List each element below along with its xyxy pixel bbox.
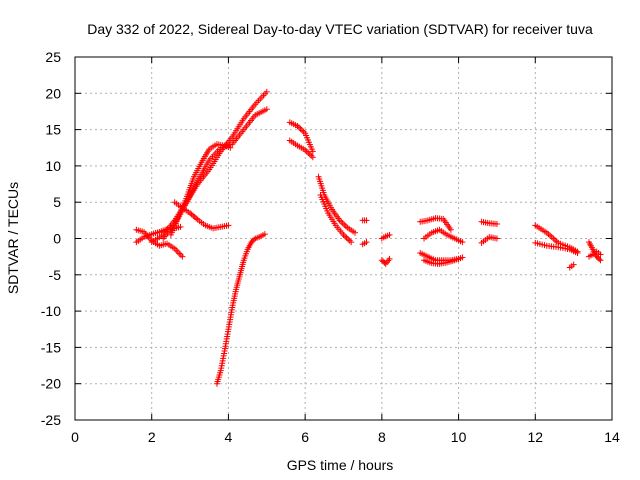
x-tick-label: 4	[225, 429, 233, 445]
data-point	[493, 220, 500, 227]
data-point	[305, 149, 312, 156]
data-point	[190, 212, 197, 219]
y-tick-label: 0	[53, 231, 61, 247]
data-point	[299, 127, 306, 134]
y-tick-label: 25	[45, 49, 61, 65]
data-point	[597, 257, 604, 264]
data-point	[574, 250, 581, 257]
data-point	[570, 261, 577, 268]
y-tick-label: 20	[45, 85, 61, 101]
y-tick-label: -15	[41, 339, 61, 355]
data-point	[493, 235, 500, 242]
data-point	[343, 234, 350, 241]
data-point	[173, 247, 180, 254]
data-point	[227, 144, 234, 151]
x-tick-label: 0	[71, 429, 79, 445]
x-tick-label: 2	[148, 429, 156, 445]
data-point	[306, 151, 313, 158]
data-point	[338, 218, 345, 225]
data-point	[342, 233, 349, 240]
data-point	[177, 223, 184, 230]
data-point	[459, 254, 466, 261]
data-point	[342, 223, 349, 230]
data-point	[251, 236, 257, 243]
data-point	[447, 226, 454, 233]
data-point	[345, 236, 352, 243]
data-point	[597, 251, 604, 258]
x-tick-label: 12	[527, 429, 543, 445]
data-point	[363, 217, 370, 224]
data-point	[341, 221, 348, 228]
data-point	[309, 154, 316, 161]
chart-title: Day 332 of 2022, Sidereal Day-to-day VTE…	[87, 21, 593, 37]
y-tick-label: -20	[41, 376, 61, 392]
data-point	[386, 231, 393, 238]
data-point	[179, 253, 186, 260]
data-point	[352, 229, 359, 236]
x-tick-label: 6	[301, 429, 309, 445]
y-axis-label: SDTVAR / TECUs	[5, 182, 21, 294]
y-tick-label: -10	[41, 303, 61, 319]
data-point	[363, 239, 370, 246]
data-point	[263, 88, 270, 95]
data-point	[191, 214, 198, 221]
x-axis-label: GPS time / hours	[287, 457, 394, 473]
data-point	[225, 222, 232, 229]
y-tick-label: 5	[53, 194, 61, 210]
x-tick-label: 10	[451, 429, 467, 445]
data-points	[133, 88, 604, 387]
axis-ticks: 0 2 4 6 8 10 12 14 -25 -20 -15 -10 -5 0 5 10 15 20 25	[41, 49, 620, 445]
data-point	[308, 152, 315, 159]
data-point	[339, 220, 346, 227]
x-tick-label: 8	[378, 429, 386, 445]
data-point	[176, 250, 183, 257]
data-point	[263, 106, 270, 113]
y-tick-label: 10	[45, 158, 61, 174]
y-tick-label: 15	[45, 122, 61, 138]
data-point	[193, 215, 200, 222]
data-point	[177, 252, 184, 259]
data-point	[297, 125, 304, 132]
data-point	[261, 231, 268, 238]
data-point	[459, 239, 466, 246]
data-point	[386, 255, 393, 262]
data-point	[309, 148, 316, 155]
data-point	[596, 256, 603, 263]
y-tick-label: -5	[49, 267, 62, 283]
y-tick-label: -25	[41, 412, 61, 428]
data-point	[174, 248, 181, 255]
x-tick-label: 14	[604, 429, 620, 445]
data-point	[348, 239, 355, 246]
